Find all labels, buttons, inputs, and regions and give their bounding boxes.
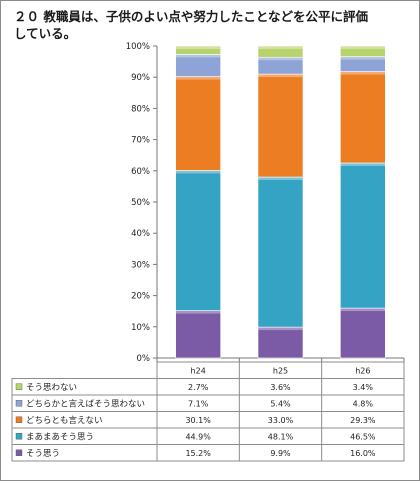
legend-swatch [15,400,23,407]
legend-label: どちらとも言えない [26,415,103,426]
bar-segment-h26 [340,45,386,57]
data-label: 7.1% [188,399,209,408]
bar-segment-highlight [340,46,386,49]
bar-segment-highlight [175,46,221,49]
bar-segment-h24 [175,76,221,171]
y-tick-label: 90% [131,73,150,83]
data-label: 15.2% [185,449,211,458]
data-label: 3.4% [353,383,374,392]
data-label: 2.7% [188,383,209,392]
legend-swatch [15,416,23,423]
bar-segment-h24 [175,45,221,55]
data-label: 16.0% [350,449,376,458]
y-tick-label: 100% [126,42,150,52]
y-tick-label: 70% [131,136,150,146]
data-label: 44.9% [185,432,211,441]
legend-swatch [15,433,23,440]
data-label: 33.0% [268,416,294,425]
bar-segment-highlight [175,310,221,314]
data-label: 4.8% [353,399,374,408]
bar-segment-h26 [340,162,386,309]
bar-segment-highlight [258,327,303,331]
bar-segment-h24 [175,310,221,359]
x-tick-label-h24: h24 [191,366,206,375]
bar-segment-highlight [258,46,303,49]
bar-segment-highlight [175,54,221,58]
y-tick-label: 0% [137,354,151,364]
legend-swatch [15,383,23,390]
bar-segment-h25 [257,176,304,328]
data-label: 30.1% [185,416,211,425]
bar-segment-highlight [175,76,221,80]
chart-title: ２０ 教職員は、子供のよい点や努力したことなどを公平に評価 している。 [14,9,368,41]
data-label: 29.3% [350,416,376,425]
x-tick-label-h26: h26 [355,366,370,375]
y-tick-label: 10% [131,323,150,333]
legend-label: そう思わない [26,383,77,393]
x-tick-label-h25: h25 [273,366,288,375]
bar-segment-h26 [340,307,386,359]
data-label: 3.6% [270,383,291,392]
y-tick-label: 60% [131,167,150,177]
bar-segment-highlight [340,56,386,60]
bar-segment-highlight [258,74,303,78]
y-tick-label: 50% [131,198,150,208]
bar-segment-h26 [340,71,386,164]
legend-swatch [15,449,23,456]
y-tick-label: 20% [131,292,150,302]
legend-label: そう思う [26,449,60,459]
legend-label: まあまあそう思う [26,432,94,442]
bar-segment-highlight [175,170,221,174]
data-label: 48.1% [268,432,294,441]
bar-segment-h25 [257,45,304,58]
legend-label: どちらかと言えばそう思わない [26,398,145,409]
bar-segment-highlight [340,71,386,75]
data-label: 46.5% [350,432,376,441]
bar-segment-h24 [175,170,221,311]
bar-segment-highlight [258,177,303,181]
y-tick-label: 80% [131,104,150,114]
y-tick-label: 40% [131,229,150,239]
bar-segment-h25 [257,73,304,178]
bar-segment-h24 [175,54,221,77]
data-label: 9.9% [270,449,291,458]
y-tick-label: 30% [131,260,150,270]
bar-segment-h25 [257,326,304,359]
bar-segment-highlight [340,163,386,166]
bar-segment-highlight [340,308,386,312]
data-label: 5.4% [270,399,291,408]
bar-segment-highlight [258,57,303,61]
